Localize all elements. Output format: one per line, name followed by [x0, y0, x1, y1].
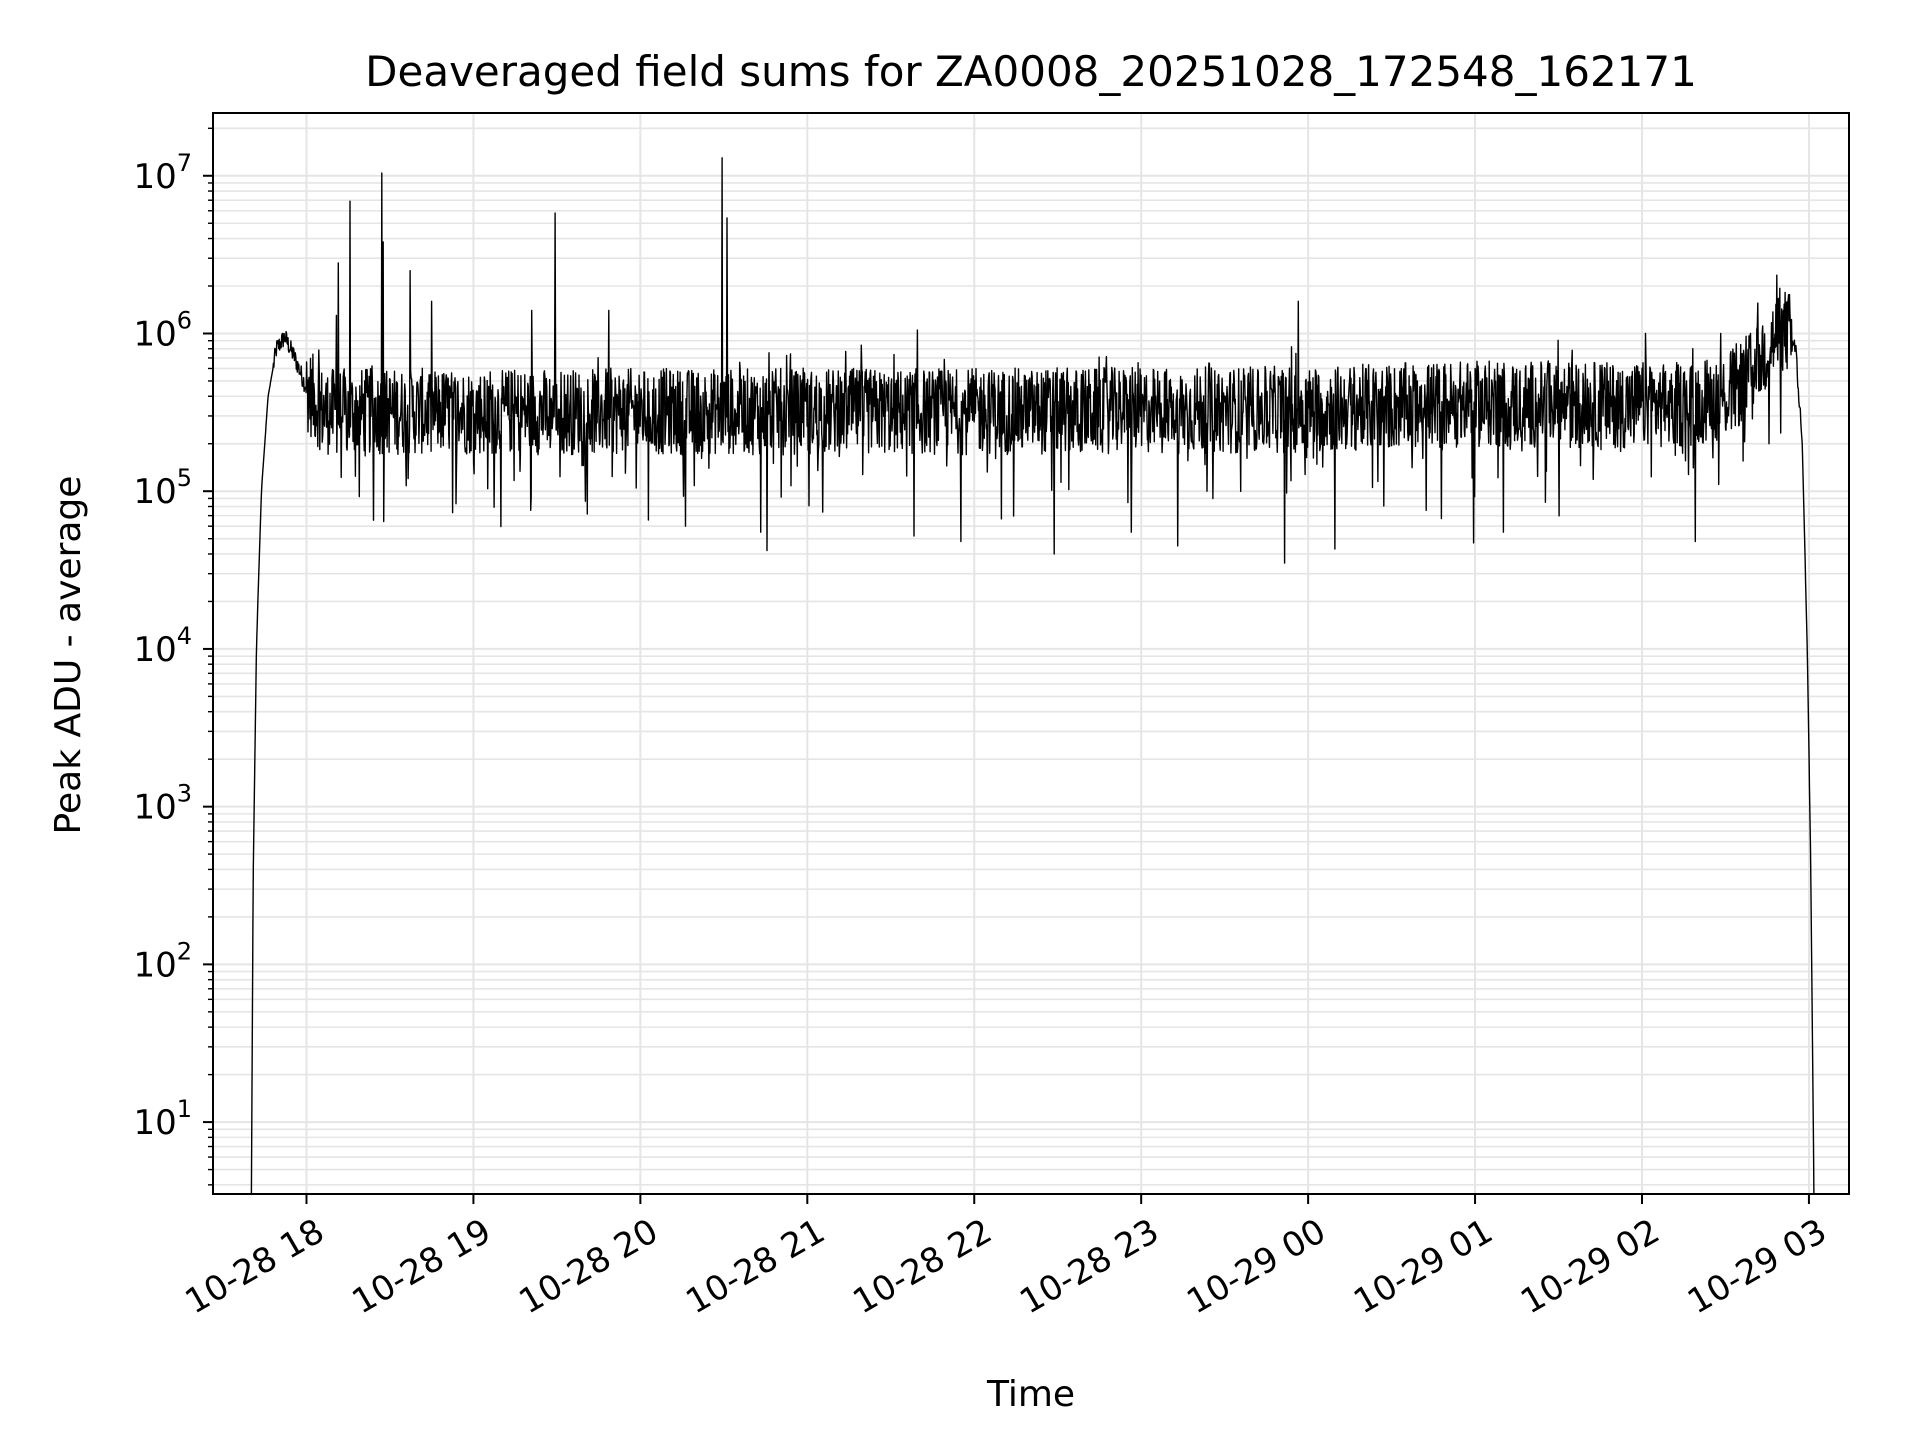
grid — [213, 113, 1849, 1194]
y-tick-label: 105 — [133, 464, 192, 512]
y-tick-exponent: 1 — [177, 1095, 192, 1123]
y-tick-base: 10 — [133, 157, 176, 197]
y-tick-label: 104 — [133, 622, 192, 670]
y-tick-label: 106 — [133, 306, 192, 354]
y-tick-exponent: 4 — [177, 622, 192, 650]
y-axis-label: Peak ADU - average — [48, 476, 89, 835]
y-tick-exponent: 5 — [177, 464, 192, 492]
y-tick-base: 10 — [133, 630, 176, 670]
y-tick-base: 10 — [133, 472, 176, 512]
y-tick-exponent: 6 — [177, 306, 192, 334]
y-tick-label: 101 — [133, 1095, 192, 1143]
y-tick-label: 102 — [133, 937, 192, 985]
chart-title: Deaveraged field sums for ZA0008_2025102… — [365, 47, 1697, 96]
series-layer — [250, 157, 1815, 1195]
y-tick-base: 10 — [133, 1103, 176, 1143]
y-tick-label: 107 — [133, 149, 192, 197]
y-tick-label: 103 — [133, 780, 192, 828]
y-tick-base: 10 — [133, 945, 176, 985]
y-tick-exponent: 7 — [177, 149, 192, 177]
y-tick-base: 10 — [133, 314, 176, 354]
plot-frame — [212, 112, 1850, 1195]
series-line — [250, 157, 1815, 1195]
y-tick-base: 10 — [133, 788, 176, 828]
y-tick-exponent: 3 — [177, 780, 192, 808]
y-tick-exponent: 2 — [177, 937, 192, 965]
x-axis-label: Time — [986, 1374, 1075, 1415]
